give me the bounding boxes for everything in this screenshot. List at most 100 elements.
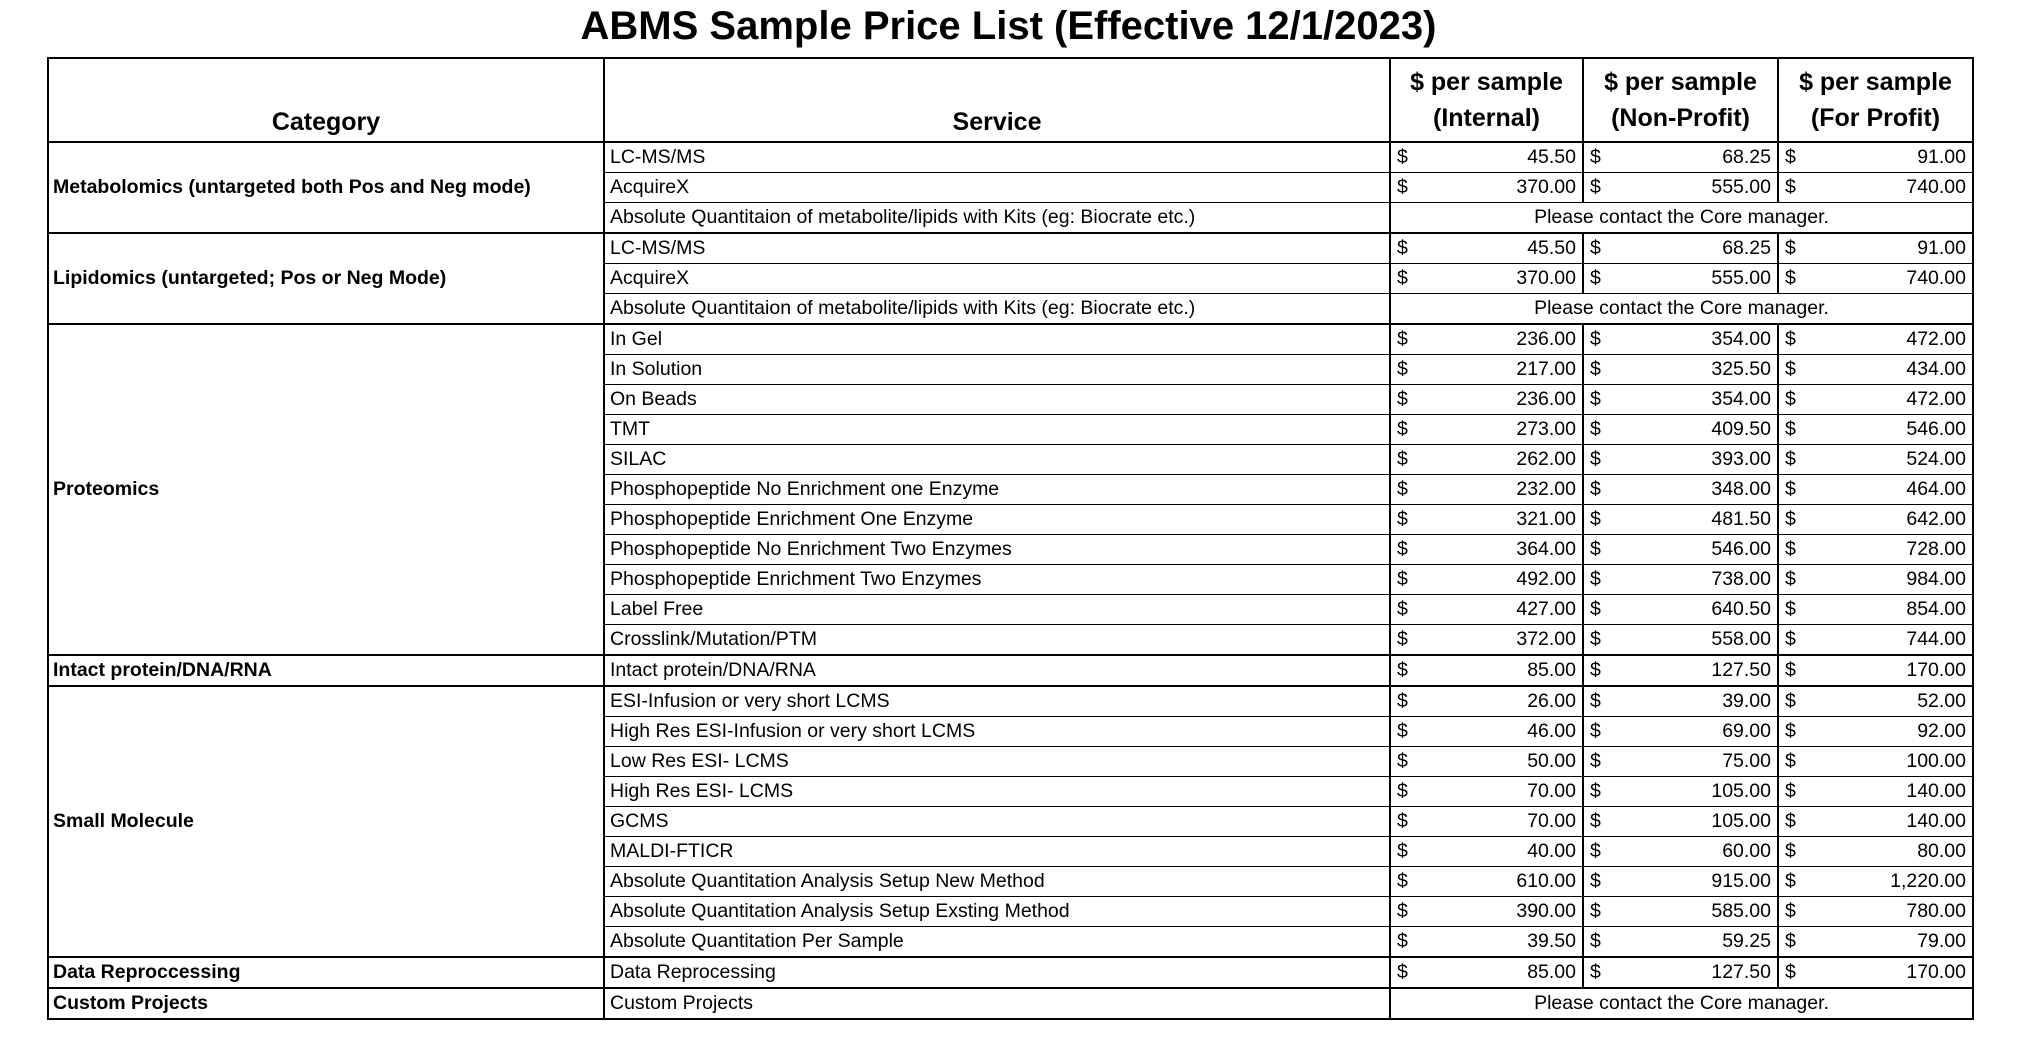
currency-symbol: $ — [1590, 840, 1601, 862]
currency-symbol: $ — [1590, 508, 1601, 530]
internal-price-cell: $610.00 — [1389, 866, 1584, 897]
category-cell: Intact protein/DNA/RNA — [47, 654, 605, 687]
service-cell: LC-MS/MS — [603, 141, 1391, 173]
internal-price-cell: $262.00 — [1389, 444, 1584, 475]
currency-symbol: $ — [1397, 720, 1408, 742]
currency-symbol: $ — [1590, 418, 1601, 440]
price-amount: 68.25 — [1722, 237, 1771, 259]
price-amount: 728.00 — [1906, 538, 1966, 560]
currency-symbol: $ — [1590, 388, 1601, 410]
service-cell: On Beads — [603, 384, 1391, 415]
currency-symbol: $ — [1785, 810, 1796, 832]
service-cell: LC-MS/MS — [603, 232, 1391, 264]
for-profit-price-cell: $80.00 — [1777, 836, 1974, 867]
currency-symbol: $ — [1397, 146, 1408, 168]
price-amount: 740.00 — [1906, 267, 1966, 289]
price-amount: 434.00 — [1906, 358, 1966, 380]
service-cell: Data Reprocessing — [603, 956, 1391, 989]
internal-price-cell: $217.00 — [1389, 354, 1584, 385]
table-row: Phosphopeptide No Enrichment Two Enzymes… — [48, 534, 1974, 565]
price-amount: 370.00 — [1516, 176, 1576, 198]
table-row: Small Molecule ESI-Infusion or very short… — [47, 685, 1974, 958]
for-profit-price-cell: $140.00 — [1777, 776, 1974, 807]
for-profit-price-cell: $92.00 — [1777, 716, 1974, 747]
currency-symbol: $ — [1397, 840, 1408, 862]
table-row: SILAC $262.00 $393.00 $524.00 — [48, 444, 1974, 475]
service-cell: AcquireX — [603, 172, 1391, 203]
for-profit-price-cell: $472.00 — [1777, 384, 1974, 415]
currency-symbol: $ — [1590, 237, 1601, 259]
price-amount: 1,220.00 — [1890, 870, 1966, 892]
table-row: Absolute Quantitation Analysis Setup New… — [48, 866, 1974, 897]
table-row: In Solution $217.00 $325.50 $434.00 — [48, 354, 1974, 385]
currency-symbol: $ — [1397, 388, 1408, 410]
price-amount: 75.00 — [1722, 750, 1771, 772]
currency-symbol: $ — [1785, 538, 1796, 560]
price-amount: 393.00 — [1711, 448, 1771, 470]
table-row: GCMS $70.00 $105.00 $140.00 — [48, 806, 1974, 837]
for-profit-price-cell: $170.00 — [1777, 654, 1974, 687]
currency-symbol: $ — [1397, 870, 1408, 892]
currency-symbol: $ — [1397, 659, 1408, 681]
price-amount: 348.00 — [1711, 478, 1771, 500]
for-profit-price-cell: $140.00 — [1777, 806, 1974, 837]
non-profit-price-cell: $69.00 — [1582, 716, 1779, 747]
service-cell: High Res ESI- LCMS — [603, 776, 1391, 807]
non-profit-price-cell: $585.00 — [1582, 896, 1779, 927]
internal-price-cell: $46.00 — [1389, 716, 1584, 747]
table-row: High Res ESI- LCMS $70.00 $105.00 $140.00 — [48, 776, 1974, 807]
currency-symbol: $ — [1590, 870, 1601, 892]
price-amount: 127.50 — [1711, 961, 1771, 983]
service-cell: Phosphopeptide Enrichment Two Enzymes — [603, 564, 1391, 595]
currency-symbol: $ — [1397, 690, 1408, 712]
currency-symbol: $ — [1590, 267, 1601, 289]
internal-price-cell: $40.00 — [1389, 836, 1584, 867]
non-profit-price-cell: $354.00 — [1582, 323, 1779, 355]
non-profit-price-cell: $105.00 — [1582, 806, 1779, 837]
currency-symbol: $ — [1397, 448, 1408, 470]
currency-symbol: $ — [1785, 750, 1796, 772]
non-profit-price-cell: $393.00 — [1582, 444, 1779, 475]
price-amount: 85.00 — [1527, 961, 1576, 983]
for-profit-price-cell: $546.00 — [1777, 414, 1974, 445]
service-header: Service — [603, 57, 1391, 143]
currency-symbol: $ — [1590, 659, 1601, 681]
for-profit-header-line-2: (For Profit) — [1810, 104, 1941, 132]
currency-symbol: $ — [1590, 358, 1601, 380]
table-row: Absolute Quantitaion of metabolite/lipid… — [48, 202, 1974, 234]
price-amount: 780.00 — [1906, 900, 1966, 922]
currency-symbol: $ — [1785, 388, 1796, 410]
price-amount: 427.00 — [1516, 598, 1576, 620]
non-profit-price-cell: $555.00 — [1582, 263, 1779, 294]
for-profit-price-cell: $740.00 — [1777, 263, 1974, 294]
internal-price-cell: $427.00 — [1389, 594, 1584, 625]
price-amount: 105.00 — [1711, 810, 1771, 832]
service-cell: Phosphopeptide Enrichment One Enzyme — [603, 504, 1391, 535]
currency-symbol: $ — [1590, 930, 1601, 952]
non-profit-price-cell: $39.00 — [1582, 685, 1779, 717]
currency-symbol: $ — [1785, 870, 1796, 892]
for-profit-price-cell: $744.00 — [1777, 624, 1974, 656]
currency-symbol: $ — [1397, 508, 1408, 530]
currency-symbol: $ — [1397, 628, 1408, 650]
non-profit-price-cell: $546.00 — [1582, 534, 1779, 565]
currency-symbol: $ — [1785, 840, 1796, 862]
currency-symbol: $ — [1397, 598, 1408, 620]
internal-price-cell: $390.00 — [1389, 896, 1584, 927]
price-amount: 640.50 — [1711, 598, 1771, 620]
price-amount: 127.50 — [1711, 659, 1771, 681]
price-amount: 69.00 — [1722, 720, 1771, 742]
currency-symbol: $ — [1590, 478, 1601, 500]
for-profit-price-cell: $434.00 — [1777, 354, 1974, 385]
price-amount: 472.00 — [1906, 328, 1966, 350]
service-cell: AcquireX — [603, 263, 1391, 294]
service-cell: MALDI-FTICR — [603, 836, 1391, 867]
table-row: Lipidomics (untargeted; Pos or Neg Mode)… — [47, 232, 1974, 325]
for-profit-price-cell: $780.00 — [1777, 896, 1974, 927]
currency-symbol: $ — [1397, 810, 1408, 832]
service-cell: In Gel — [603, 323, 1391, 355]
currency-symbol: $ — [1785, 568, 1796, 590]
price-amount: 70.00 — [1527, 780, 1576, 802]
table-row: Metabolomics (untargeted both Pos and Ne… — [47, 141, 1974, 234]
service-cell: SILAC — [603, 444, 1391, 475]
